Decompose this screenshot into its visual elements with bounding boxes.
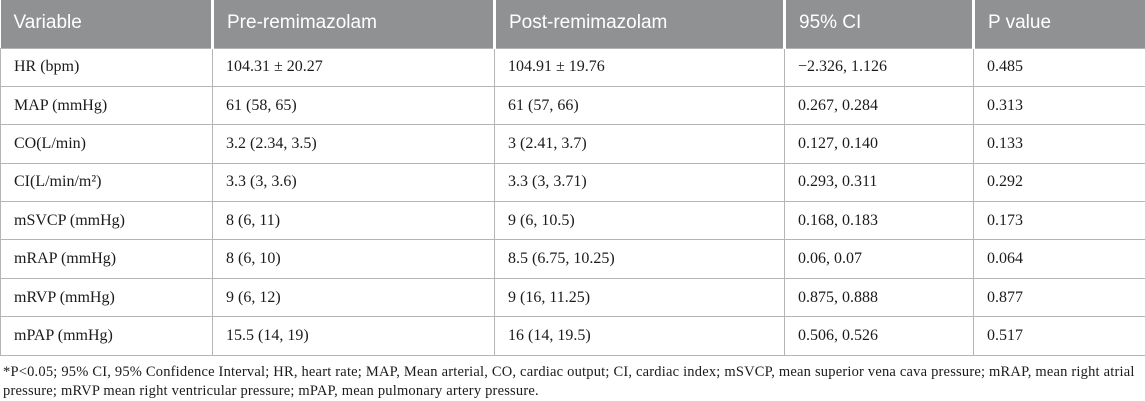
- table-row: mPAP (mmHg) 15.5 (14, 19) 16 (14, 19.5) …: [0, 316, 1145, 356]
- cell-p: 0.173: [973, 201, 1145, 241]
- cell-post: 3 (2.41, 3.7): [494, 124, 785, 164]
- header-cell-post-remimazolam: Post-remimazolam: [493, 0, 785, 48]
- cell-variable: CO(L/min): [0, 124, 213, 164]
- cell-post: 9 (6, 10.5): [494, 201, 785, 241]
- cell-variable: mPAP (mmHg): [0, 316, 213, 356]
- table-row: mRAP (mmHg) 8 (6, 10) 8.5 (6.75, 10.25) …: [0, 239, 1145, 279]
- cell-pre: 61 (58, 65): [212, 85, 495, 126]
- header-cell-variable: Variable: [0, 0, 213, 48]
- table-footnote: *P<0.05; 95% CI, 95% Confidence Interval…: [3, 363, 1135, 399]
- cell-ci: 0.06, 0.07: [784, 239, 974, 279]
- header-cell-95ci: 95% CI: [783, 0, 974, 48]
- cell-p: 0.517: [973, 316, 1145, 356]
- cell-pre: 3.3 (3, 3.6): [212, 162, 495, 203]
- cell-variable: HR (bpm): [0, 47, 213, 87]
- cell-p: 0.064: [973, 239, 1145, 279]
- cell-post: 104.91 ± 19.76: [494, 47, 785, 87]
- cell-ci: 0.267, 0.284: [784, 85, 974, 126]
- cell-post: 16 (14, 19.5): [494, 316, 785, 356]
- cell-pre: 9 (6, 12): [212, 277, 495, 318]
- header-cell-pre-remimazolam: Pre-remimazolam: [211, 0, 495, 48]
- cell-p: 0.877: [973, 277, 1145, 318]
- cell-ci: 0.127, 0.140: [784, 124, 974, 164]
- cell-ci: 0.506, 0.526: [784, 316, 974, 356]
- cell-post: 9 (16, 11.25): [494, 277, 785, 318]
- table-row: CO(L/min) 3.2 (2.34, 3.5) 3 (2.41, 3.7) …: [0, 124, 1145, 164]
- cell-pre: 8 (6, 11): [212, 201, 495, 241]
- cell-ci: 0.168, 0.183: [784, 201, 974, 241]
- hemodynamics-table: Variable Pre-remimazolam Post-remimazola…: [0, 0, 1145, 356]
- cell-ci: 0.875, 0.888: [784, 277, 974, 318]
- header-cell-p-value: P value: [972, 0, 1145, 48]
- cell-p: 0.485: [973, 47, 1145, 87]
- cell-variable: MAP (mmHg): [0, 85, 213, 126]
- cell-post: 8.5 (6.75, 10.25): [494, 239, 785, 279]
- cell-p: 0.292: [973, 162, 1145, 203]
- table-row: CI(L/min/m²) 3.3 (3, 3.6) 3.3 (3, 3.71) …: [0, 162, 1145, 203]
- cell-pre: 104.31 ± 20.27: [212, 47, 495, 87]
- cell-post: 3.3 (3, 3.71): [494, 162, 785, 203]
- table-row: mRVP (mmHg) 9 (6, 12) 9 (16, 11.25) 0.87…: [0, 277, 1145, 318]
- cell-pre: 8 (6, 10): [212, 239, 495, 279]
- cell-pre: 3.2 (2.34, 3.5): [212, 124, 495, 164]
- table-row: MAP (mmHg) 61 (58, 65) 61 (57, 66) 0.267…: [0, 85, 1145, 126]
- cell-ci: 0.293, 0.311: [784, 162, 974, 203]
- table-header-row: Variable Pre-remimazolam Post-remimazola…: [0, 0, 1145, 48]
- cell-p: 0.313: [973, 85, 1145, 126]
- cell-ci: −2.326, 1.126: [784, 47, 974, 87]
- cell-variable: CI(L/min/m²): [0, 162, 213, 203]
- cell-variable: mRAP (mmHg): [0, 239, 213, 279]
- cell-pre: 15.5 (14, 19): [212, 316, 495, 356]
- cell-p: 0.133: [973, 124, 1145, 164]
- cell-variable: mRVP (mmHg): [0, 277, 213, 318]
- table-row: mSVCP (mmHg) 8 (6, 11) 9 (6, 10.5) 0.168…: [0, 201, 1145, 241]
- cell-post: 61 (57, 66): [494, 85, 785, 126]
- cell-variable: mSVCP (mmHg): [0, 201, 213, 241]
- table-row: HR (bpm) 104.31 ± 20.27 104.91 ± 19.76 −…: [0, 47, 1145, 87]
